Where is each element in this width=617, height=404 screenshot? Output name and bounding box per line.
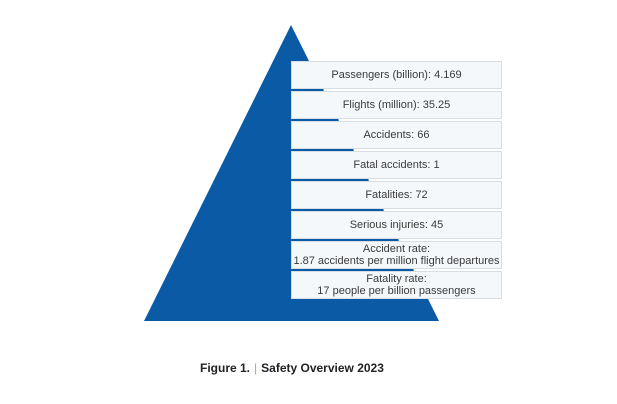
level-label-text: Serious injuries: 45 <box>349 219 444 231</box>
level-label-box: Fatality rate: 17 people per billion pass… <box>291 271 502 299</box>
level-label-text: Passengers (billion): 4.169 <box>331 69 462 81</box>
level-label-box: Fatalities: 72 <box>291 181 502 209</box>
level-label-box: Flights (million): 35.25 <box>291 91 502 119</box>
level-label-text: 1.87 accidents per million flight depart… <box>293 255 500 267</box>
level-label-text: Accident rate: <box>362 243 431 255</box>
level-label-box: Accident rate: 1.87 accidents per million… <box>291 241 502 269</box>
caption-separator: | <box>254 361 258 375</box>
level-label-text: Fatalities: 72 <box>365 189 428 201</box>
level-label-box: Accidents: 66 <box>291 121 502 149</box>
level-label-text: Fatal accidents: 1 <box>353 159 440 171</box>
level-label-box: Passengers (billion): 4.169 <box>291 61 502 89</box>
level-label-box: Serious injuries: 45 <box>291 211 502 239</box>
level-label-text: 17 people per billion passengers <box>317 285 476 297</box>
level-label-text: Accidents: 66 <box>363 129 430 141</box>
figure-number: Figure 1. <box>200 361 251 375</box>
figure-caption: Figure 1. | Safety Overview 2023 <box>200 361 384 375</box>
level-label-box: Fatal accidents: 1 <box>291 151 502 179</box>
level-label-text: Flights (million): 35.25 <box>342 99 451 111</box>
level-label-text: Fatality rate: <box>366 273 427 285</box>
figure-title: Safety Overview 2023 <box>261 361 384 375</box>
